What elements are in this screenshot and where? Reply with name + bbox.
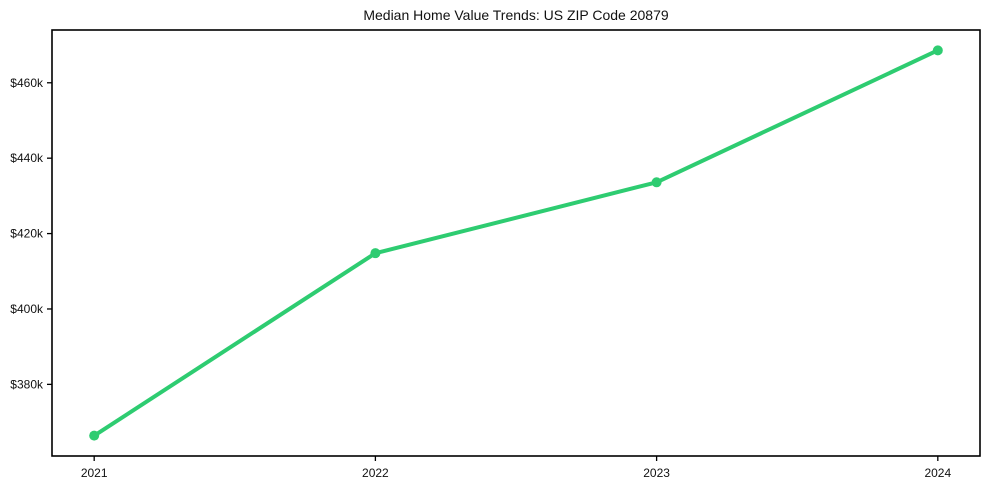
data-point-marker: [89, 430, 100, 441]
y-tick-label: $380k: [10, 377, 44, 391]
data-point-marker: [932, 45, 943, 56]
chart-title: Median Home Value Trends: US ZIP Code 20…: [363, 7, 669, 23]
x-tick-label: 2023: [643, 466, 670, 480]
data-point-marker: [370, 248, 381, 259]
x-tick-label: 2022: [362, 466, 389, 480]
y-tick-label: $460k: [10, 76, 44, 90]
axes-frame: [51, 29, 981, 457]
y-tick-label: $420k: [10, 227, 44, 241]
x-tick-label: 2024: [924, 466, 951, 480]
y-tick-label: $400k: [10, 302, 44, 316]
data-point-marker: [651, 177, 662, 188]
y-tick-label: $440k: [10, 151, 44, 165]
data-line: [92, 48, 940, 438]
x-tick-label: 2021: [81, 466, 108, 480]
